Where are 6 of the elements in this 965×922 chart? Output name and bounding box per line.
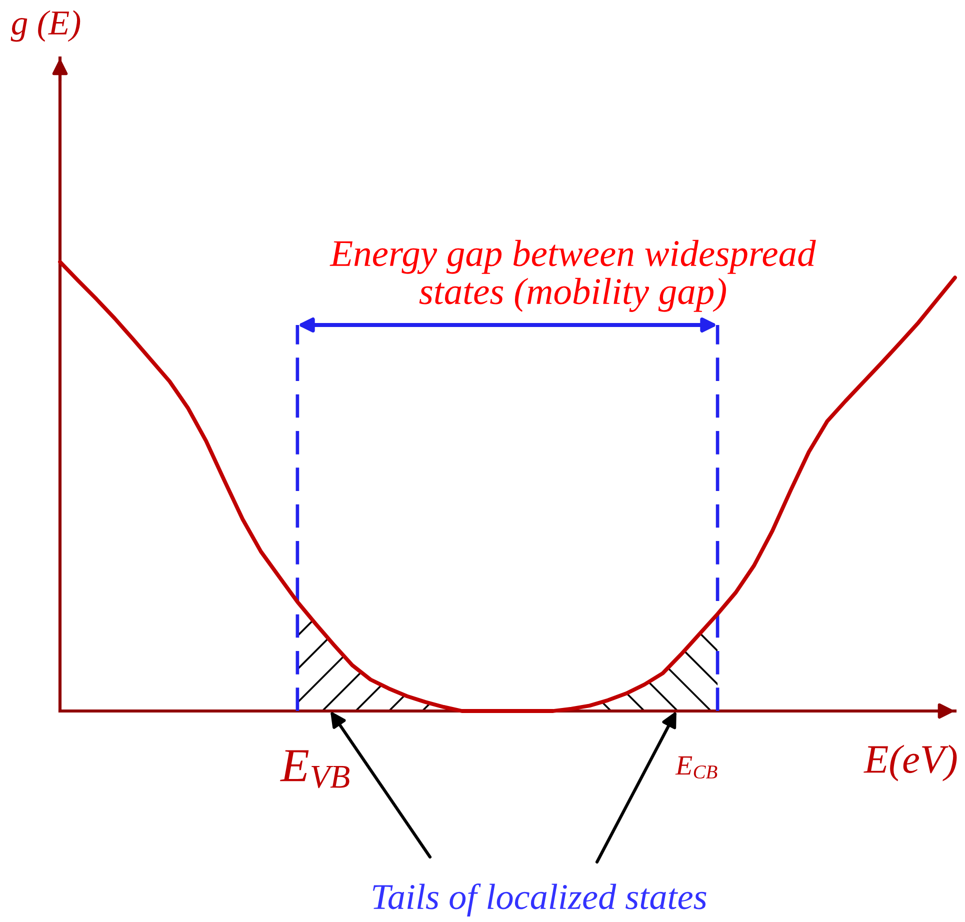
text: g (E) [10,10,80,42]
text: E$_{CB}$ [675,756,718,779]
text: Tails of localized states [372,883,706,917]
annotation: Energy gap between widespread states (mobility gap) [330,240,816,312]
x-axis-title: E(eV) [864,744,957,782]
text: E$_{VB}$ [280,750,350,788]
